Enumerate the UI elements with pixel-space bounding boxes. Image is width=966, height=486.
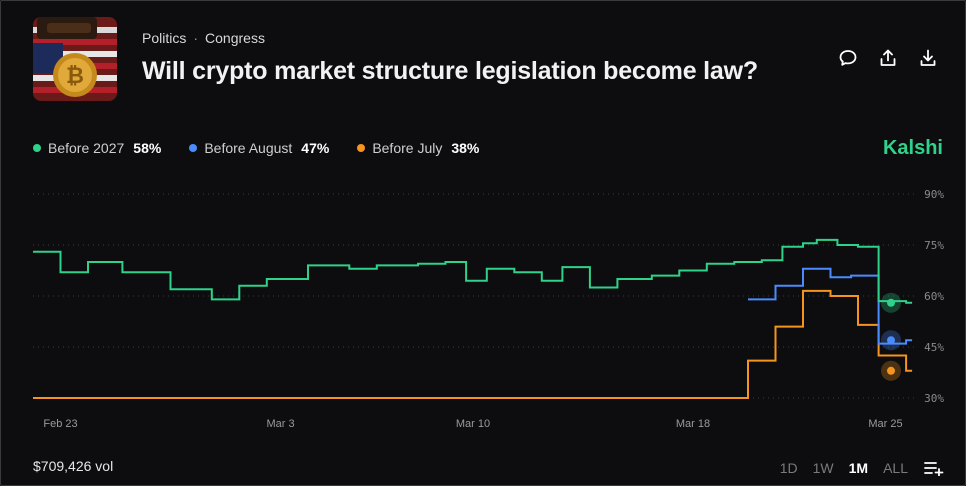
legend-value: 58% [133, 140, 162, 156]
chart-legend: Before 2027 58% Before August 47% Before… [33, 140, 479, 156]
range-1d-button[interactable]: 1D [779, 460, 798, 476]
legend-item-before-2027[interactable]: Before 2027 58% [33, 140, 161, 156]
legend-dot [33, 144, 41, 152]
legend-item-before-august[interactable]: Before August 47% [189, 140, 329, 156]
legend-dot [189, 144, 198, 152]
endpoint-marker[interactable] [887, 366, 895, 375]
volume-label: $709,426 vol [33, 458, 114, 474]
chart-options-button[interactable] [923, 457, 945, 479]
market-title: Will crypto market structure legislation… [142, 57, 758, 85]
series-line-before-july [33, 289, 913, 399]
legend-value: 47% [301, 140, 330, 156]
x-tick-label: Mar 10 [456, 418, 490, 430]
x-tick-label: Feb 23 [43, 418, 77, 430]
breadcrumb-subcategory[interactable]: Congress [205, 30, 265, 46]
share-icon [880, 49, 896, 66]
time-range-selector: 1D 1W 1M ALL [780, 457, 945, 479]
price-chart[interactable]: 30% 45% 60% 75% 90% Feb 23 Mar 3 Mar 10 Mar 18 M… [1, 176, 965, 441]
y-tick-label: 30% [924, 392, 944, 405]
legend-value: 38% [451, 140, 480, 156]
action-bar [837, 47, 939, 69]
series-line-before-2027 [33, 238, 913, 304]
legend-label: Before July [372, 140, 443, 156]
svg-text:₿: ₿ [66, 64, 84, 89]
market-thumbnail: ₿ [33, 17, 117, 101]
download-icon [920, 49, 936, 66]
comment-button[interactable] [837, 47, 859, 69]
endpoint-marker[interactable] [887, 298, 895, 307]
comment-icon [839, 50, 857, 66]
x-tick-label: Mar 18 [676, 418, 710, 430]
range-all-button[interactable]: ALL [883, 460, 908, 476]
share-button[interactable] [877, 47, 899, 69]
breadcrumb-separator: · [193, 30, 199, 46]
x-tick-label: Mar 25 [868, 418, 902, 430]
y-tick-label: 60% [924, 290, 944, 303]
y-tick-label: 90% [924, 188, 944, 201]
endpoint-marker[interactable] [887, 336, 895, 345]
kalshi-logo: Kalshi [882, 137, 943, 159]
series-line-before-august [748, 267, 913, 345]
range-1m-button[interactable]: 1M [848, 460, 869, 476]
y-tick-label: 75% [924, 239, 944, 252]
x-tick-label: Mar 3 [266, 418, 294, 430]
legend-item-before-july[interactable]: Before July 38% [357, 140, 479, 156]
legend-label: Before 2027 [48, 140, 125, 156]
range-1w-button[interactable]: 1W [812, 460, 834, 476]
breadcrumb: Politics · Congress [142, 30, 265, 46]
flag-bitcoin-image: ₿ [33, 17, 117, 101]
breadcrumb-category[interactable]: Politics [142, 30, 187, 46]
legend-dot [357, 144, 366, 152]
y-tick-label: 45% [924, 341, 944, 354]
download-button[interactable] [917, 47, 939, 69]
list-add-icon [924, 462, 944, 476]
legend-label: Before August [204, 140, 293, 156]
